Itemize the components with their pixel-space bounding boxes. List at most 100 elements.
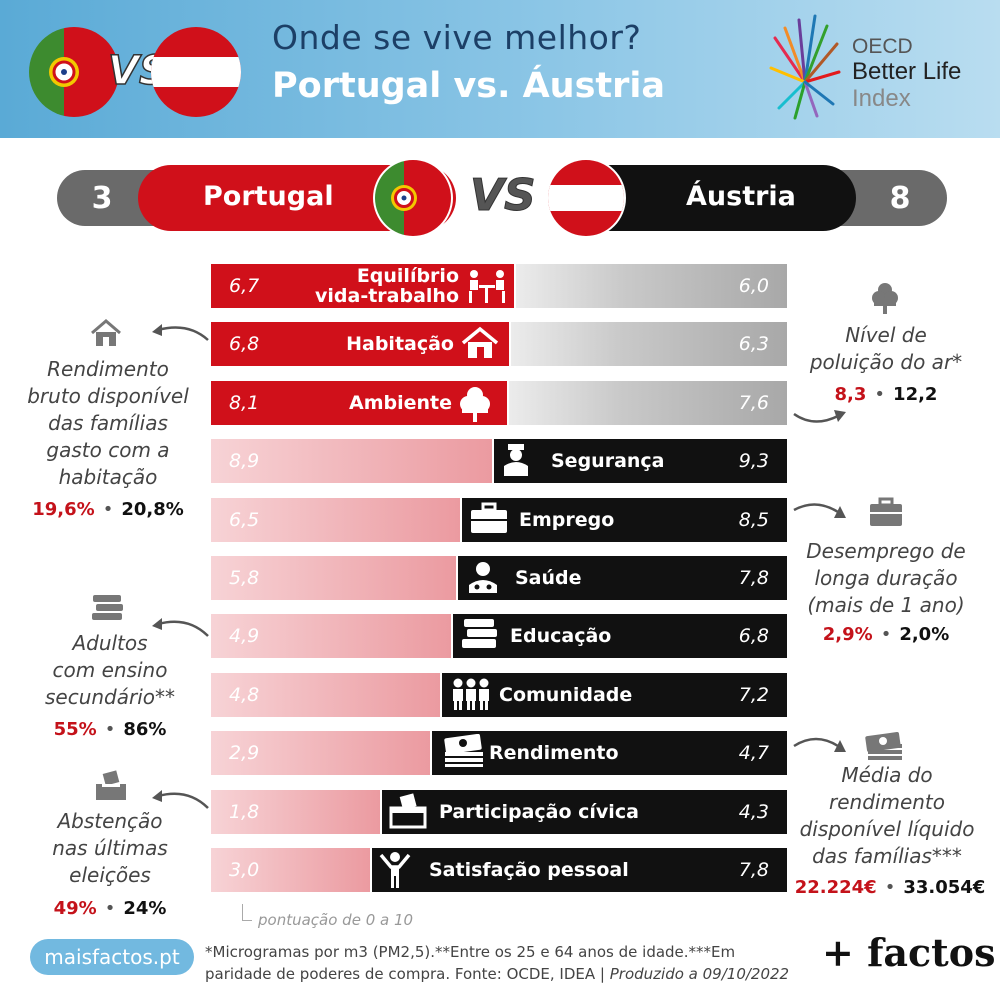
austria-label: Áustria [686,181,796,212]
category-label-line: Segurança [551,450,665,472]
doctor-icon [465,559,501,599]
note-line: disponível líquido [799,817,975,841]
portugal-value-label: 6,7 [229,275,260,297]
books-icon [460,617,500,655]
portugal-bar [211,731,431,775]
chart-row: 1,8 4,3 Participação cívica [211,790,787,834]
bar-divider [507,381,509,425]
bar-divider [430,731,432,775]
books-icon [92,595,123,620]
chart-row: 2,9 4,7 Rendimento [211,731,787,775]
produced-date: Produzido a 09/10/2022 [609,965,790,983]
note-line: Nível de [845,323,927,347]
note-line: secundário** [44,685,176,709]
austria-value-label: 6,3 [738,333,769,355]
category-label-line: Participação cívica [439,801,639,823]
oecd-better-life-label: Better Life [852,58,962,85]
note-education: Adultos com ensino secundário** [30,630,190,711]
bar-divider [509,322,511,366]
vs-label: VS [470,170,537,222]
note-line: Desemprego de [806,539,966,563]
austria-value-label: 4,7 [738,742,769,764]
austria-value: 12,2 [893,384,938,405]
chart-row: 8,1 7,6 Ambiente [211,381,787,425]
category-label: Participação cívica [439,802,639,822]
note-line: rendimento [829,790,945,814]
portugal-value: 19,6% [32,499,95,520]
category-label: Ambiente [349,393,452,413]
portugal-flag-icon [29,27,119,117]
portugal-value-label: 2,9 [229,742,260,764]
note-unemployment: Desemprego de longa duração (mais de 1 a… [800,538,972,619]
category-label: Rendimento [489,743,619,763]
austria-bar [371,848,787,892]
note-income-values: 22.224€ • 33.054€ [794,877,986,898]
category-label-line: Ambiente [349,392,452,414]
portugal-value: 22.224€ [794,877,877,898]
oecd-logo-icon [769,14,841,120]
footnote: *Microgramas por m3 (PM2,5).**Entre os 2… [205,941,805,985]
site-link[interactable]: maisfactos.pt [30,939,194,975]
note-education-values: 55% • 86% [53,719,167,740]
note-unemployment-values: 2,9% • 2,0% [822,624,950,645]
category-label: Equilíbrio vida-trabalho [315,266,459,306]
scale-tick [242,904,252,921]
austria-bar [457,556,787,600]
note-pollution-values: 8,3 • 12,2 [834,384,938,405]
portugal-bar [211,381,508,425]
bar-divider [451,614,453,658]
note-line: longa duração [814,566,958,590]
austria-value-label: 7,6 [738,392,769,414]
category-label-line: Emprego [519,509,615,531]
austria-score: 8 [889,180,911,216]
note-pollution: Nível de poluição do ar* [800,322,972,376]
portugal-value: 55% [53,719,97,740]
portugal-value-label: 6,8 [229,333,260,355]
house-icon [91,319,121,346]
austria-value-label: 4,3 [738,801,769,823]
arrow-left-icon [152,618,209,637]
category-label: Emprego [519,510,614,530]
ballot-box-icon [96,770,126,800]
austria-value-label: 6,0 [738,275,769,297]
briefcase-icon [870,497,902,526]
note-line: com ensino [52,658,168,682]
austria-flag-icon [546,158,626,238]
bar-divider [380,790,382,834]
note-line: gasto com a [46,438,170,462]
footnote-line: paridade de poderes de compra. Fonte: OC… [205,965,605,983]
note-housing-values: 19,6% • 20,8% [32,499,184,520]
portugal-value: 49% [53,898,97,919]
portugal-value-label: 8,1 [229,392,260,414]
chart-row: 6,8 6,3 Habitação [211,322,787,366]
house-icon [460,325,500,365]
category-label-line: Equilíbrio [356,265,459,287]
arrow-right-icon [793,410,846,423]
austria-value: 2,0% [899,624,950,645]
portugal-value-label: 4,8 [229,684,260,706]
austria-bar [381,790,787,834]
note-line: Adultos [72,631,148,655]
tree-icon [458,384,492,428]
portugal-bar [211,614,452,658]
arrow-left-icon [152,790,209,809]
austria-value: 24% [123,898,167,919]
portugal-bar [211,848,371,892]
site-label[interactable]: maisfactos.pt [44,945,180,969]
bar-divider [514,264,516,308]
chart-row: 8,9 9,3 Segurança [211,439,787,483]
portugal-value: 2,9% [822,624,873,645]
portugal-bar [211,673,441,717]
note-line: poluição do ar* [809,350,963,374]
category-label-line: vida-trabalho [315,285,459,307]
chart-row: 6,5 8,5 Emprego [211,498,787,542]
category-label-line: Habitação [346,333,454,355]
category-label-line: Educação [510,625,612,647]
portugal-bar [211,498,461,542]
chart-row: 3,0 7,8 Satisfação pessoal [211,848,787,892]
person-cheer-icon [379,851,411,893]
note-line: Média do [841,763,933,787]
chart-row: 6,7 6,0 Equilíbrio vida-trabalho [211,264,787,308]
chart-row: 4,8 7,2 Comunidade [211,673,787,717]
note-income: Média do rendimento disponível líquido d… [792,762,982,870]
